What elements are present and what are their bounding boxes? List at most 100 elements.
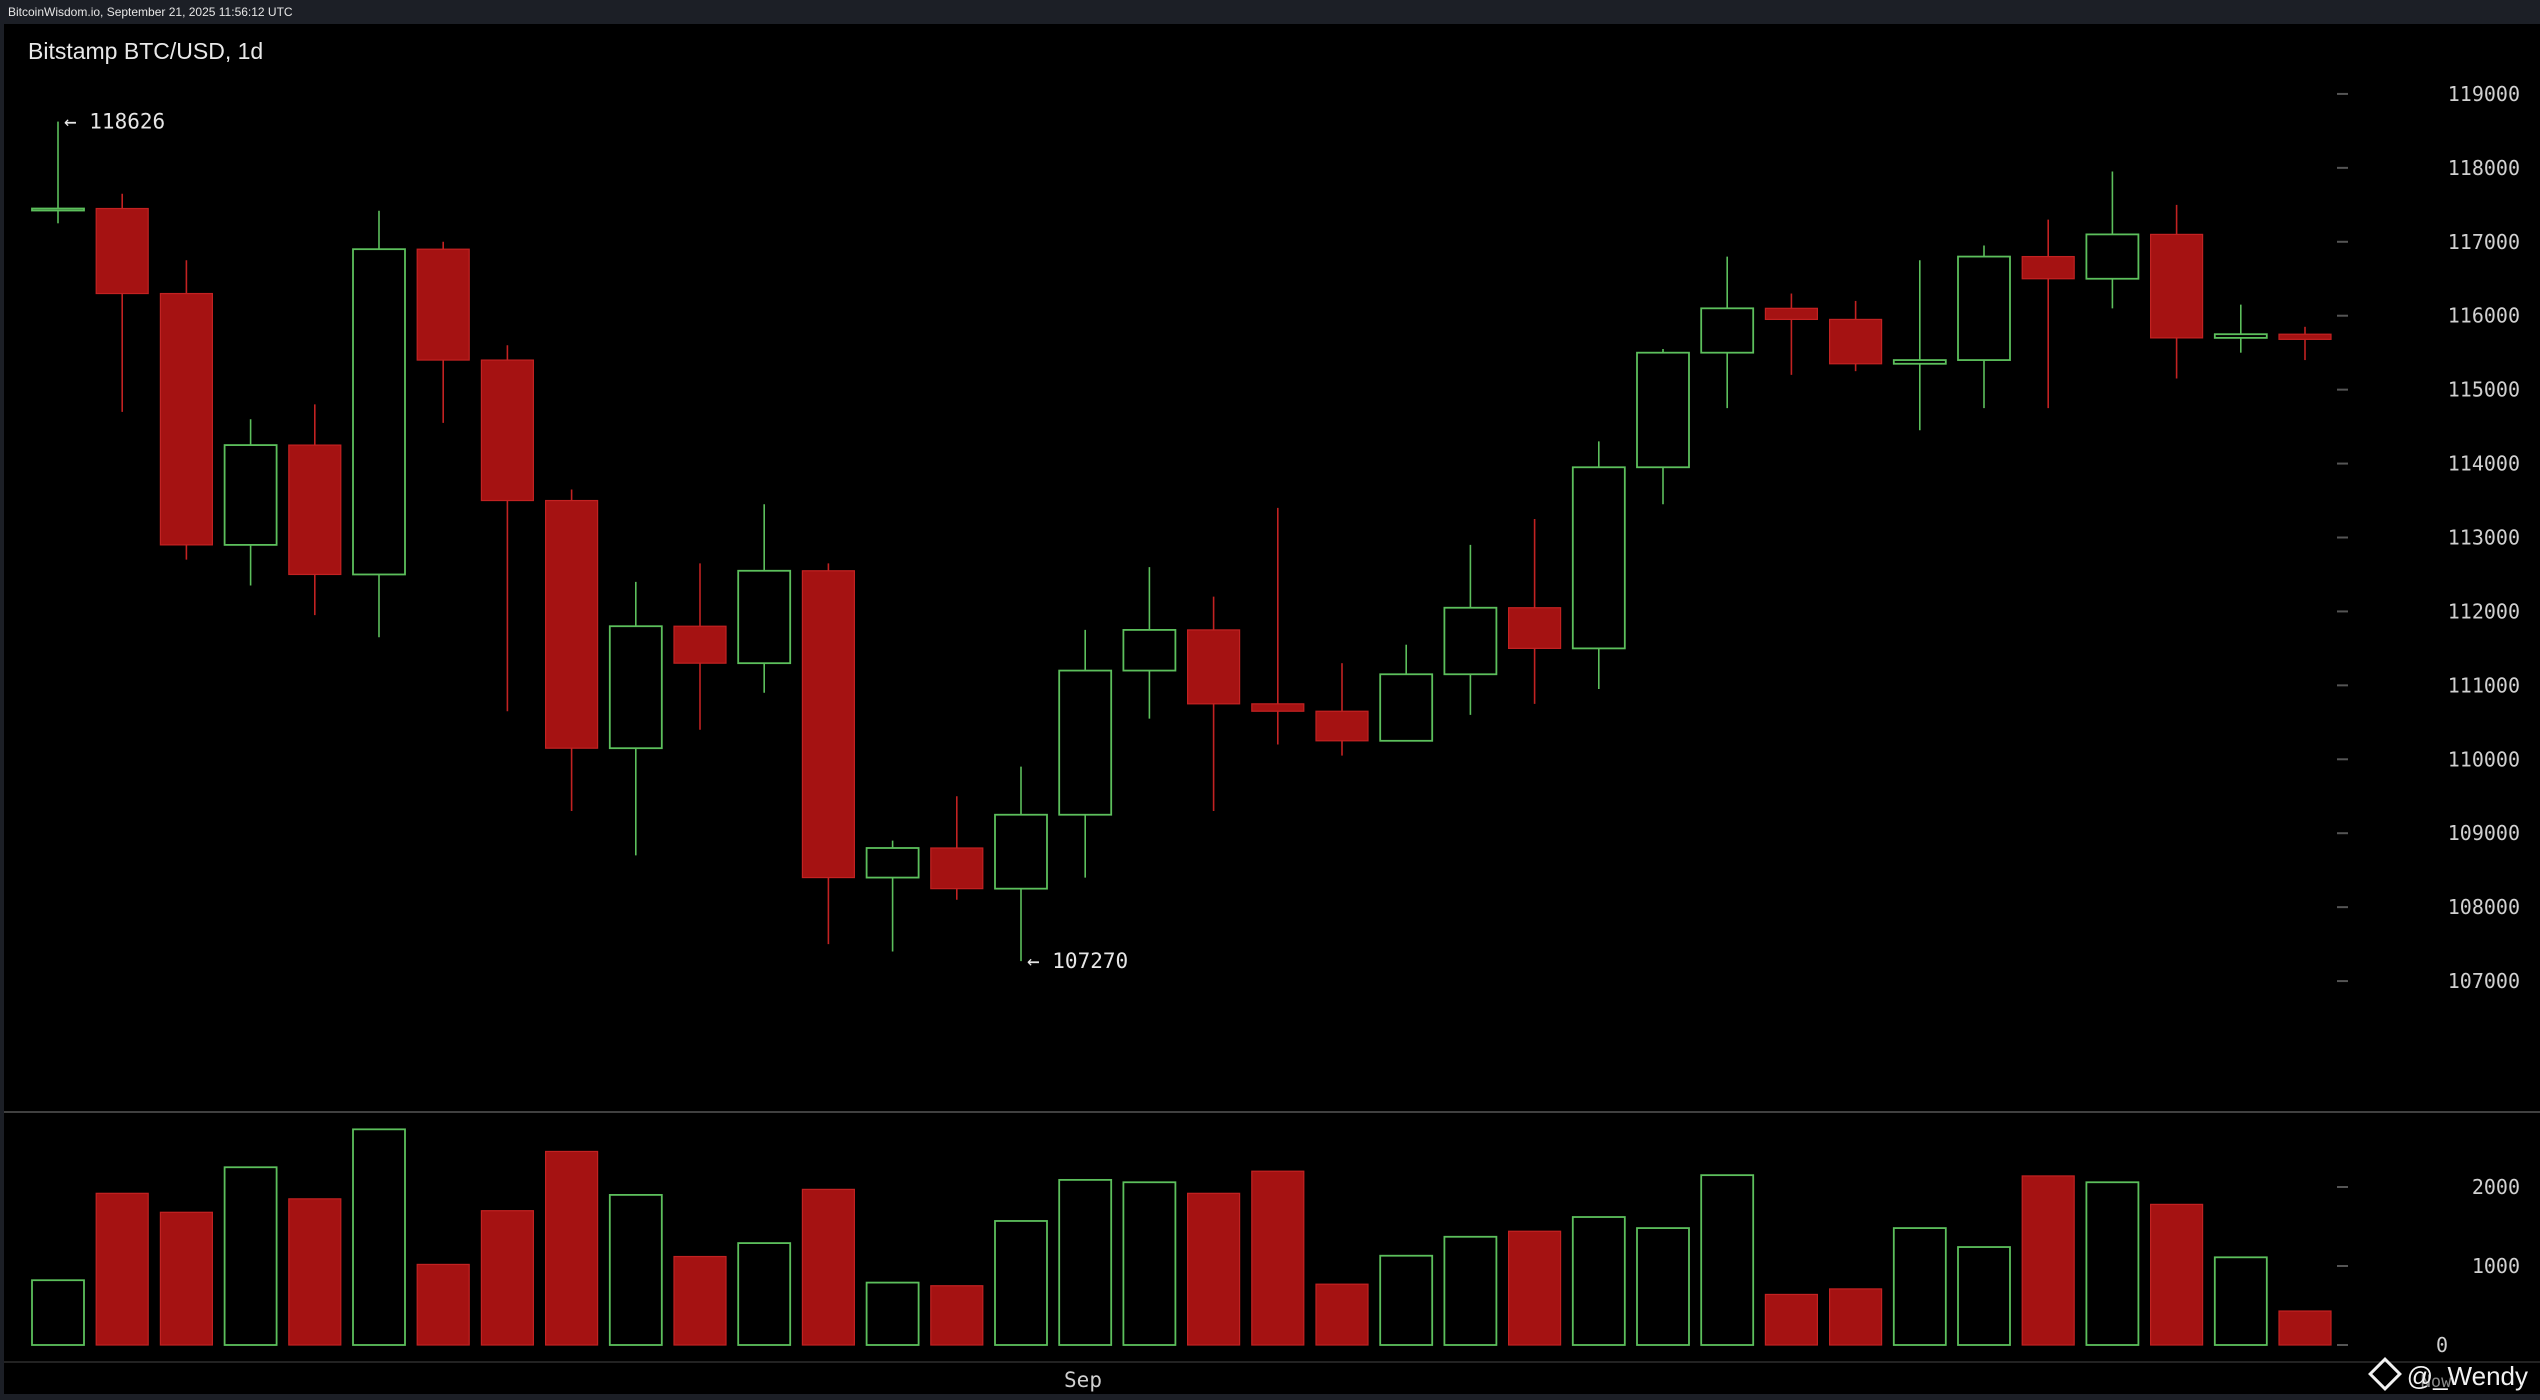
price-tick-label: 111000: [2448, 673, 2520, 697]
candle-body-up: [1443, 606, 1498, 676]
candle-body-down: [1507, 607, 1562, 649]
candle-body-down: [95, 207, 149, 295]
volume-bar-up: [2085, 1181, 2140, 1346]
candle-body-up: [352, 248, 406, 576]
annotations-layer: ← 118626 ← 107270: [64, 110, 1128, 974]
volume-bar-down: [2150, 1203, 2204, 1346]
candle-body-down: [544, 499, 599, 749]
candle-body-up: [1892, 359, 1947, 365]
candle-body-down: [930, 847, 984, 890]
price-tick-label: 112000: [2448, 599, 2520, 623]
volume-bar-up: [994, 1220, 1048, 1346]
candle-body-down: [801, 570, 856, 879]
watermark: @_Wendy: [2367, 1357, 2528, 1392]
candle-body-down: [2021, 255, 2075, 280]
price-tick-label: 118000: [2448, 156, 2520, 180]
price-tick-label: 109000: [2448, 821, 2520, 845]
time-axis: Sep Now: [1064, 1368, 2452, 1392]
volume-tick-label: 2000: [2472, 1175, 2520, 1199]
volume-bar-down: [1507, 1230, 1562, 1346]
volume-bar-down: [930, 1285, 984, 1346]
candle-body-down: [288, 444, 342, 576]
extreme-price-annotation: ← 107270: [1027, 949, 1128, 973]
candle-body-down: [1251, 703, 1305, 712]
source-line: BitcoinWisdom.io, September 21, 2025 11:…: [8, 5, 293, 19]
watermark-label: @_Wendy: [2406, 1361, 2528, 1391]
candle-body-up: [1571, 466, 1626, 650]
volume-layer: [31, 1128, 2332, 1346]
volume-bar-up: [1892, 1227, 1947, 1346]
price-tick-label: 119000: [2448, 82, 2520, 106]
volume-bar-up: [1957, 1246, 2011, 1346]
candle-body-down: [2150, 233, 2204, 339]
volume-bar-up: [737, 1242, 792, 1346]
volume-bar-up: [1443, 1235, 1498, 1346]
volume-bar-down: [95, 1192, 149, 1346]
candle-body-up: [994, 813, 1048, 890]
candle-body-down: [1186, 629, 1241, 705]
price-tick-label: 108000: [2448, 895, 2520, 919]
volume-bar-down: [288, 1198, 342, 1346]
volume-bar-down: [1186, 1192, 1241, 1346]
volume-bar-up: [1700, 1174, 1755, 1346]
extreme-price-annotation: ← 118626: [64, 110, 165, 134]
volume-bar-down: [2021, 1175, 2075, 1346]
candle-body-up: [223, 444, 278, 546]
candle-body-up: [1122, 629, 1177, 672]
candle-body-up: [1700, 307, 1755, 354]
candles-layer: [31, 121, 2332, 962]
volume-bar-up: [2213, 1256, 2268, 1346]
volume-bar-down: [544, 1150, 599, 1346]
volume-bar-down: [673, 1255, 727, 1346]
volume-bar-down: [1315, 1283, 1369, 1346]
volume-bar-up: [1058, 1178, 1113, 1346]
volume-tick-label: 0: [2436, 1333, 2448, 1357]
candle-body-up: [2085, 233, 2140, 280]
candle-body-down: [1828, 318, 1883, 365]
time-label-sep: Sep: [1064, 1368, 1102, 1392]
source-bar: BitcoinWisdom.io, September 21, 2025 11:…: [0, 0, 2540, 24]
price-tick-label: 114000: [2448, 452, 2520, 476]
volume-bar-down: [801, 1188, 856, 1346]
volume-bar-up: [223, 1166, 278, 1346]
volume-tick-label: 1000: [2472, 1254, 2520, 1278]
price-tick-label: 116000: [2448, 304, 2520, 328]
time-label-now: Now: [2421, 1372, 2452, 1392]
volume-bar-down: [1251, 1170, 1305, 1346]
volume-bar-up: [1636, 1227, 1690, 1346]
price-axis: 107000 108000 109000 110000 111000 112000 1130…: [2337, 82, 2520, 993]
price-tick-label: 107000: [2448, 969, 2520, 993]
volume-bar-down: [1828, 1288, 1883, 1346]
volume-axis: 0 1000 2000: [2337, 1175, 2520, 1357]
candle-body-down: [480, 359, 534, 502]
candle-body-down: [1315, 710, 1369, 742]
volume-bar-down: [416, 1263, 470, 1346]
candle-body-up: [1379, 673, 1434, 742]
candle-body-up: [1058, 669, 1113, 816]
candle-body-down: [1764, 307, 1819, 321]
volume-bar-up: [1379, 1254, 1434, 1346]
volume-bar-down: [480, 1210, 534, 1346]
volume-bar-up: [352, 1128, 406, 1346]
candle-body-up: [865, 847, 920, 879]
price-tick-label: 115000: [2448, 378, 2520, 402]
candle-body-down: [159, 292, 213, 546]
chart-title: Bitstamp BTC/USD, 1d: [28, 38, 263, 64]
volume-bar-up: [608, 1194, 663, 1346]
diamond-logo-icon: [2367, 1357, 2402, 1391]
candle-body-down: [2278, 333, 2332, 340]
candle-body-up: [31, 207, 85, 212]
price-tick-label: 117000: [2448, 230, 2520, 254]
volume-bar-down: [1764, 1293, 1819, 1346]
candle-body-down: [416, 248, 470, 361]
volume-bar-up: [865, 1281, 920, 1346]
candle-body-down: [673, 625, 727, 664]
volume-bar-up: [1571, 1216, 1626, 1346]
candle-body-up: [737, 569, 792, 665]
volume-bar-down: [159, 1211, 213, 1346]
volume-bar-down: [2278, 1310, 2332, 1346]
price-tick-label: 110000: [2448, 747, 2520, 771]
volume-bar-up: [31, 1279, 85, 1346]
candle-body-up: [608, 625, 663, 750]
